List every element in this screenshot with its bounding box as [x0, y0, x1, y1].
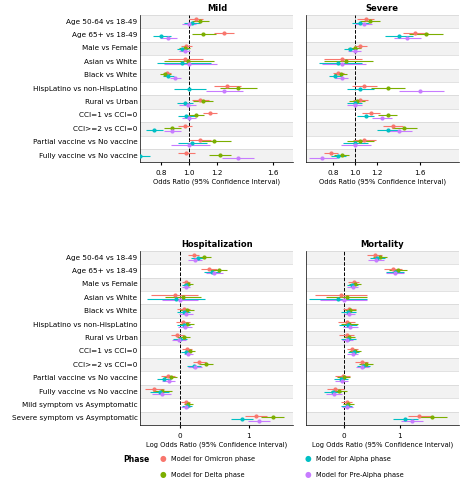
Bar — [306, 278, 459, 291]
Bar — [140, 136, 293, 149]
Title: Mortality: Mortality — [360, 240, 404, 248]
Bar — [140, 291, 293, 304]
Bar — [306, 331, 459, 344]
Bar — [306, 136, 459, 149]
Bar — [140, 385, 293, 398]
Bar — [306, 251, 459, 264]
Bar — [140, 331, 293, 344]
Text: Model for Pre-Alpha phase: Model for Pre-Alpha phase — [316, 472, 404, 478]
Bar — [306, 42, 459, 55]
Text: ●: ● — [304, 454, 311, 464]
Bar — [306, 122, 459, 136]
Bar — [140, 109, 293, 122]
Bar — [306, 96, 459, 109]
Bar — [306, 28, 459, 42]
Bar — [140, 96, 293, 109]
Bar — [306, 55, 459, 68]
Bar — [140, 251, 293, 264]
Bar — [306, 412, 459, 425]
Bar — [306, 264, 459, 278]
Bar — [140, 264, 293, 278]
Bar — [140, 344, 293, 358]
Bar — [140, 149, 293, 162]
Bar — [306, 358, 459, 372]
Bar — [140, 55, 293, 68]
Bar — [140, 68, 293, 82]
Bar — [306, 15, 459, 28]
Bar — [306, 372, 459, 385]
Title: Hospitalization: Hospitalization — [181, 240, 253, 248]
Bar — [306, 385, 459, 398]
Text: Phase: Phase — [124, 454, 150, 464]
Bar — [140, 122, 293, 136]
Bar — [140, 15, 293, 28]
Text: Model for Delta phase: Model for Delta phase — [171, 472, 244, 478]
Bar — [140, 372, 293, 385]
X-axis label: Odds Ratio (95% Confidence Interval): Odds Ratio (95% Confidence Interval) — [154, 179, 280, 186]
Bar — [140, 412, 293, 425]
Text: ●: ● — [159, 454, 166, 464]
Bar — [140, 398, 293, 411]
Bar — [306, 149, 459, 162]
Bar — [306, 109, 459, 122]
Text: Model for Omicron phase: Model for Omicron phase — [171, 456, 255, 462]
Bar — [306, 344, 459, 358]
Text: ●: ● — [304, 470, 311, 480]
X-axis label: Odds Ratio (95% Confidence Interval): Odds Ratio (95% Confidence Interval) — [319, 179, 446, 186]
Bar — [306, 318, 459, 331]
Bar — [140, 304, 293, 318]
X-axis label: Log Odds Ratio (95% Confidence Interval): Log Odds Ratio (95% Confidence Interval) — [312, 442, 453, 448]
Title: Mild: Mild — [207, 4, 227, 13]
Bar — [140, 42, 293, 55]
X-axis label: Log Odds Ratio (95% Confidence Interval): Log Odds Ratio (95% Confidence Interval) — [146, 442, 287, 448]
Bar — [140, 318, 293, 331]
Bar — [306, 304, 459, 318]
Bar — [140, 358, 293, 372]
Bar — [140, 28, 293, 42]
Title: Severe: Severe — [366, 4, 399, 13]
Bar — [140, 278, 293, 291]
Bar — [306, 68, 459, 82]
Bar — [140, 82, 293, 96]
Bar — [306, 82, 459, 96]
Bar — [306, 291, 459, 304]
Bar — [306, 398, 459, 411]
Text: ●: ● — [159, 470, 166, 480]
Text: Model for Alpha phase: Model for Alpha phase — [316, 456, 391, 462]
